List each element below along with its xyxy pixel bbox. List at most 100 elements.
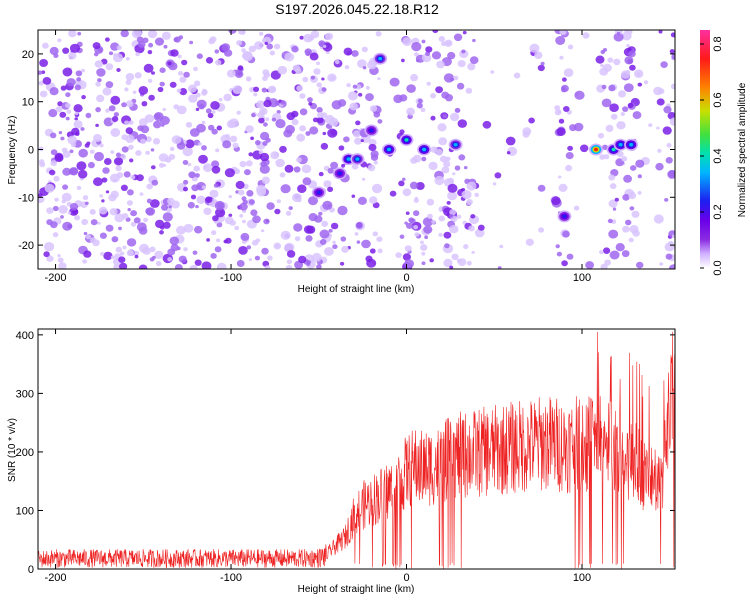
spectrogram-cell [267,255,273,261]
spectrogram-cell [52,232,59,238]
spectrogram-cell [238,189,245,196]
spectrogram-cell [97,221,101,225]
spectrogram-cell [656,126,660,130]
spectrogram-cell [62,221,73,231]
spectrogram-cell [50,160,57,167]
spectrogram-cell [406,84,416,93]
spectrogram-cell [228,30,237,34]
spectrogram-cell [138,264,148,269]
spectrogram-cell [183,247,188,252]
spectrogram-cell [152,138,161,145]
spectrogram-cell [161,204,168,211]
spectrogram-cell [574,90,585,100]
spectrogram-cell [126,200,133,206]
spectrogram-cell [132,90,137,94]
spectrogram-cell [427,213,433,219]
spectrogram-cell [39,90,48,98]
spectrogram-cell [65,116,70,121]
spectrogram-cell [206,238,211,242]
spectrogram-cell [93,134,102,142]
spectrogram-cell [372,231,378,237]
spectrogram-cell [434,175,445,186]
spectrogram-cell [404,245,412,252]
spectrogram-cell [241,219,246,224]
spectrogram-cell [293,223,303,232]
spectrogram-cell [490,70,495,74]
spectrogram-cell [420,107,426,113]
spectrogram-cell [304,48,312,55]
spectrogram-cell [284,52,295,62]
spectrogram-cell [442,114,447,119]
spectrogram-cell [267,85,277,94]
snr-xlabel: Height of straight line (km) [298,584,415,595]
spectrogram-cell [648,123,653,127]
spectrogram-cell [273,43,281,50]
spectrogram-cell [238,246,248,255]
spectrogram-cell [402,177,406,181]
colorbar-tick-label: 0.8 [712,36,724,51]
spectrogram-cell [193,165,200,172]
spectrogram-cell [159,67,166,73]
spectrogram-cell [176,88,182,93]
spectrogram-cell [609,183,617,190]
spectrogram-cell [616,121,626,130]
spectrogram-cell [663,106,672,114]
spectrogram-cell [48,109,58,118]
spectrogram-cell [81,218,89,226]
spectrogram-cell [347,91,358,101]
spectrogram-cell [563,68,574,77]
spectrogram-cell [49,87,59,96]
spectrogram-cell [467,62,476,71]
spectrogram-cell [443,231,452,239]
spectrogram-cell [60,136,65,141]
spectrogram-cell [355,120,361,126]
spectrogram-cell [49,169,56,176]
spectrogram-cell [470,214,476,219]
spectrogram-cell [188,94,198,103]
spectrogram-cell [621,156,628,162]
spectrogram-cell [68,30,77,38]
spectrogram-cell [560,30,567,35]
spectrogram-cell [299,108,308,116]
spectrogram-cell [245,76,252,82]
spectrogram-cell [628,237,634,243]
spectrogram-cell [438,232,443,237]
spectrogram-cell [149,199,160,208]
spectrogram-cell [316,82,323,88]
spectrogram-cell [195,107,200,111]
spectrogram-cell [211,230,217,236]
spectrogram-cell [72,209,79,215]
spectrogram-cell [666,143,672,148]
spectrogram-cell [529,43,540,53]
spectrogram-cell [161,123,165,127]
spectrogram-ylabel: Frequency (Hz) [7,116,18,185]
spectrogram-cell [337,205,348,216]
spectrogram-cell [96,68,106,77]
spectrogram-cell [228,195,233,199]
spectrogram-cell [316,107,323,113]
spectrogram-cell [323,44,327,49]
spectrogram-cell [316,112,324,118]
spectrogram-cell [147,78,153,83]
spectrogram-cell [554,105,561,111]
spectrogram-cell [261,176,270,185]
spectrogram-cell [57,38,62,43]
spectrogram-peak-14 [629,143,634,147]
spectrogram-cell [637,191,642,195]
spectrogram-cell [43,251,50,258]
spectrogram-cell [121,146,129,153]
spectrogram-cell [299,35,304,40]
spectrogram-cell [62,184,69,190]
colorbar-tick-label: 0.6 [712,92,724,107]
spectrogram-cell [253,86,260,93]
spectrogram-cell [76,77,82,82]
spectrogram-cell [280,230,291,240]
spectrogram-cell [232,142,239,149]
spectrogram-cell [601,98,612,108]
spectrogram-cell [322,131,327,136]
spectrogram-cell [75,131,80,136]
spectrogram-cell [369,105,378,112]
spectrogram-cell [354,232,359,236]
spectrogram-cell [259,31,264,36]
spectrogram-cell [636,261,644,269]
